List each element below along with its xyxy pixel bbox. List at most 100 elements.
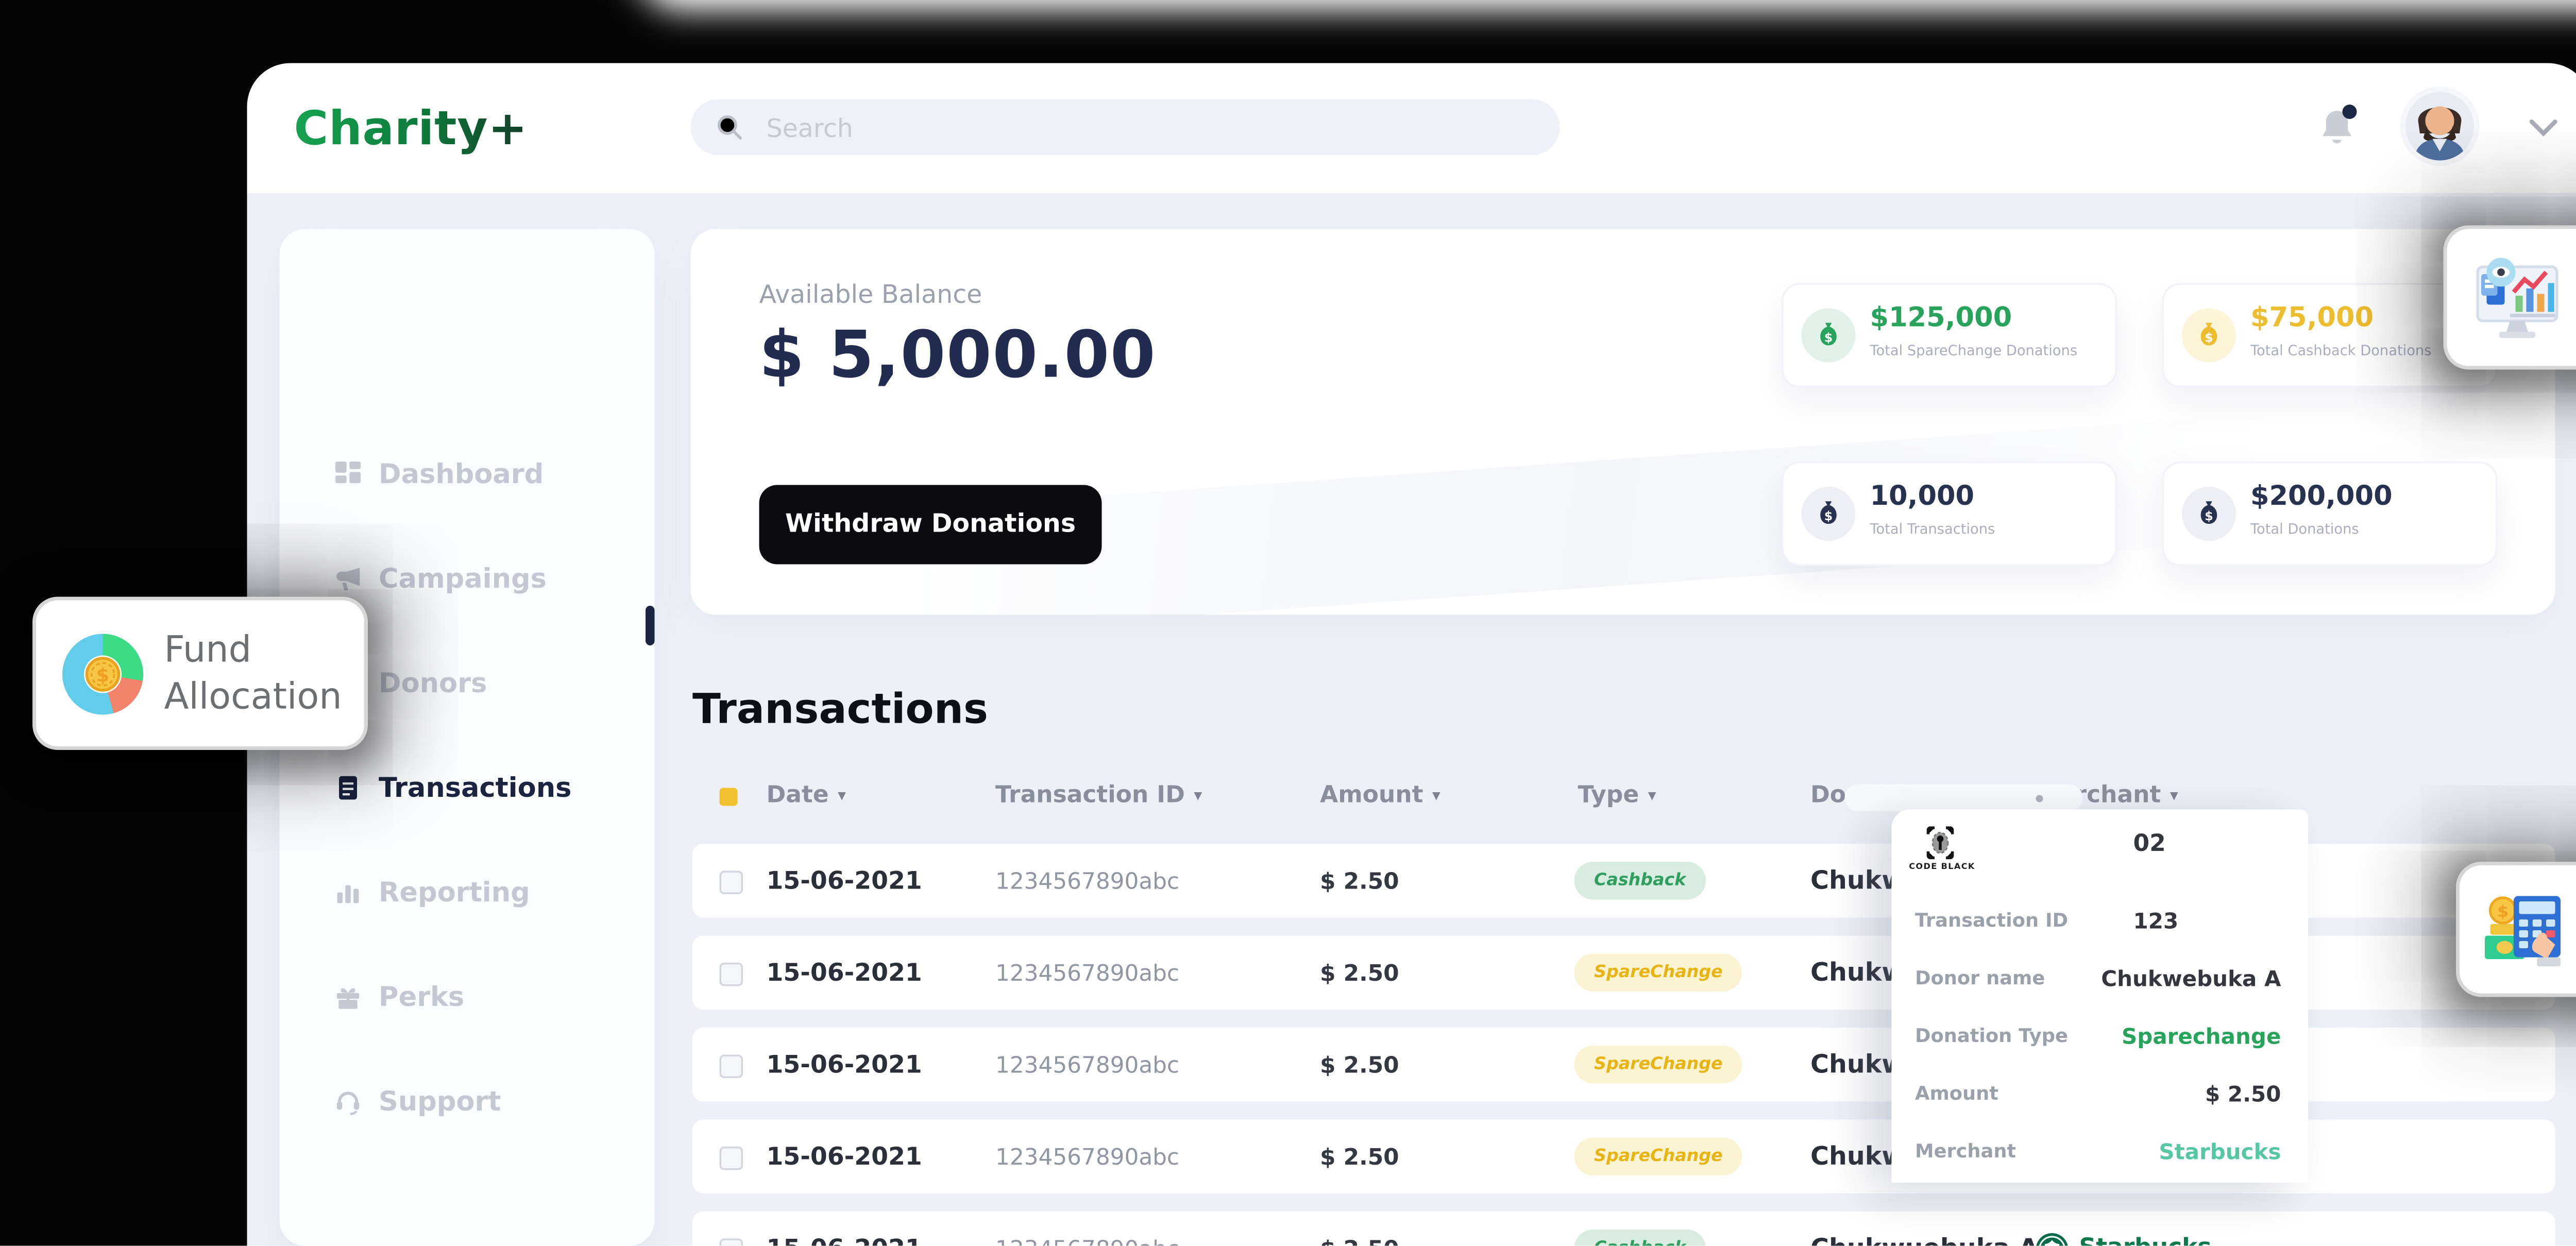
sidebar-item-donors[interactable]: Donors bbox=[334, 662, 640, 705]
stat-value: $75,000 bbox=[2250, 301, 2374, 334]
callout-budget-control: $ Budget Control bbox=[2456, 862, 2576, 997]
cell-amount: $ 2.50 bbox=[1320, 1028, 1399, 1102]
balance-card: Available Balance $ 5,000.00 Withdraw Do… bbox=[691, 229, 2555, 615]
popup-field-value: Sparechange bbox=[2122, 1024, 2281, 1049]
popup-field-label: Donor name bbox=[1915, 968, 2045, 990]
sidebar-item-label: Perks bbox=[379, 981, 464, 1013]
popup-field-label: Donation Type bbox=[1915, 1026, 2068, 1048]
unread-badge bbox=[2343, 105, 2357, 119]
column-header-type[interactable]: Type▾ bbox=[1578, 782, 1656, 810]
stat-card: $ $125,000 Total SpareChange Donations bbox=[1782, 283, 2117, 388]
sidebar-item-label: Reporting bbox=[379, 876, 530, 909]
column-header-transaction-id[interactable]: Transaction ID ▾ bbox=[995, 782, 1202, 810]
column-header-label: Date bbox=[767, 782, 829, 810]
sort-icon: ▾ bbox=[2170, 787, 2178, 805]
cell-date: 15-06-2021 bbox=[767, 1120, 922, 1194]
sidebar-item-support[interactable]: Support bbox=[334, 1080, 640, 1123]
column-header-label: Transaction ID bbox=[995, 782, 1185, 810]
user-avatar[interactable] bbox=[2405, 92, 2474, 161]
cell-transaction-id: 1234567890abc bbox=[995, 1211, 1179, 1246]
sidebar-item-label: Campaings bbox=[379, 562, 547, 595]
stat-label: Total Donations bbox=[2250, 521, 2359, 538]
dashboard-icon bbox=[334, 460, 363, 489]
column-header-date[interactable]: Date ▾ bbox=[767, 782, 846, 810]
withdraw-donations-button[interactable]: Withdraw Donations bbox=[759, 485, 1102, 565]
fingerprint-scan-icon bbox=[1926, 826, 1955, 860]
cell-amount: $ 2.50 bbox=[1320, 1211, 1399, 1246]
reporting-icon bbox=[334, 878, 363, 907]
svg-text:$: $ bbox=[1824, 509, 1833, 523]
merchant-name: Starbucks bbox=[2079, 1235, 2212, 1246]
starbucks-logo-icon bbox=[2036, 1232, 2069, 1245]
sidebar-item-dashboard[interactable]: Dashboard bbox=[334, 453, 640, 496]
sidebar-item-campaings[interactable]: Campaings bbox=[334, 557, 640, 601]
popup-field-value: Starbucks bbox=[2159, 1139, 2281, 1165]
megaphone-icon bbox=[334, 565, 363, 593]
popup-logo-text: CODE BLACK bbox=[1903, 864, 1982, 873]
column-header-label: Amount bbox=[1320, 782, 1423, 810]
popup-field: Amount$ 2.50 bbox=[1892, 1078, 2309, 1114]
gift-icon bbox=[334, 983, 363, 1012]
stat-value: $125,000 bbox=[1870, 301, 2012, 334]
type-badge: Cashback bbox=[1574, 862, 1706, 900]
popup-field-label: Transaction ID bbox=[1915, 911, 2068, 932]
row-checkbox[interactable] bbox=[720, 1055, 743, 1079]
sort-icon: ▾ bbox=[1648, 787, 1656, 805]
popup-top-tab bbox=[1845, 784, 2083, 812]
money-bag-icon: $ bbox=[1802, 487, 1856, 541]
type-badge: SpareChange bbox=[1574, 954, 1743, 992]
chevron-down-icon[interactable] bbox=[2528, 117, 2559, 139]
active-item-indicator bbox=[646, 606, 655, 645]
popup-field-label: Amount bbox=[1915, 1084, 1998, 1105]
calculator-money-icon: $ bbox=[2483, 892, 2566, 967]
sidebar-item-reporting[interactable]: Reporting bbox=[334, 871, 640, 914]
popup-field-value: Chukwebuka A bbox=[2101, 966, 2281, 992]
search-bar[interactable] bbox=[691, 99, 1560, 156]
svg-text:$: $ bbox=[1824, 331, 1833, 345]
cell-amount: $ 2.50 bbox=[1320, 936, 1399, 1010]
headset-icon bbox=[334, 1087, 363, 1116]
cell-date: 15-06-2021 bbox=[767, 936, 922, 1010]
svg-text:$: $ bbox=[2205, 331, 2213, 345]
cell-transaction-id: 1234567890abc bbox=[995, 1028, 1179, 1102]
search-input[interactable] bbox=[763, 103, 1528, 156]
popup-field: Donor name Chukwebuka A bbox=[1892, 963, 2309, 999]
row-checkbox[interactable] bbox=[720, 871, 743, 895]
svg-text:$: $ bbox=[96, 663, 109, 686]
sidebar-item-transactions[interactable]: Transactions bbox=[334, 766, 640, 810]
money-bag-icon: $ bbox=[2182, 309, 2236, 363]
stat-label: Total Transactions bbox=[1870, 521, 1995, 538]
callout-project-monitoring: Project Monitoring bbox=[2444, 226, 2576, 370]
cell-donor: Chukwuebuka A. bbox=[1810, 1211, 2048, 1246]
select-all-indicator[interactable] bbox=[720, 788, 738, 806]
stat-value: 10,000 bbox=[1870, 480, 1975, 512]
sidebar-item-perks[interactable]: Perks bbox=[334, 976, 640, 1019]
sort-icon: ▾ bbox=[1194, 787, 1202, 805]
search-icon bbox=[716, 114, 743, 141]
balance-label: Available Balance bbox=[759, 281, 982, 310]
row-checkbox[interactable] bbox=[720, 1239, 743, 1246]
cell-amount: $ 2.50 bbox=[1320, 844, 1399, 918]
row-checkbox[interactable] bbox=[720, 1147, 743, 1170]
cell-transaction-id: 1234567890abc bbox=[995, 936, 1179, 1010]
cell-amount: $ 2.50 bbox=[1320, 1120, 1399, 1194]
sidebar-item-label: Transactions bbox=[379, 772, 571, 804]
transactions-title: Transactions bbox=[692, 687, 988, 734]
sort-icon: ▾ bbox=[838, 787, 846, 805]
stat-label: Total SpareChange Donations bbox=[1870, 343, 2078, 359]
svg-text:$: $ bbox=[2205, 509, 2213, 523]
stat-label: Total Cashback Donations bbox=[2250, 343, 2431, 359]
notifications-bell-icon[interactable] bbox=[2317, 107, 2361, 153]
popup-field: Donation Type Sparechange bbox=[1892, 1020, 2309, 1056]
column-header-amount[interactable]: Amount ▾ bbox=[1320, 782, 1440, 810]
cell-date: 15-06-2021 bbox=[767, 1028, 922, 1102]
transactions-icon bbox=[334, 774, 363, 803]
popup-handle-dot bbox=[2036, 795, 2043, 803]
sort-icon: ▾ bbox=[1432, 787, 1440, 805]
row-checkbox[interactable] bbox=[720, 963, 743, 986]
